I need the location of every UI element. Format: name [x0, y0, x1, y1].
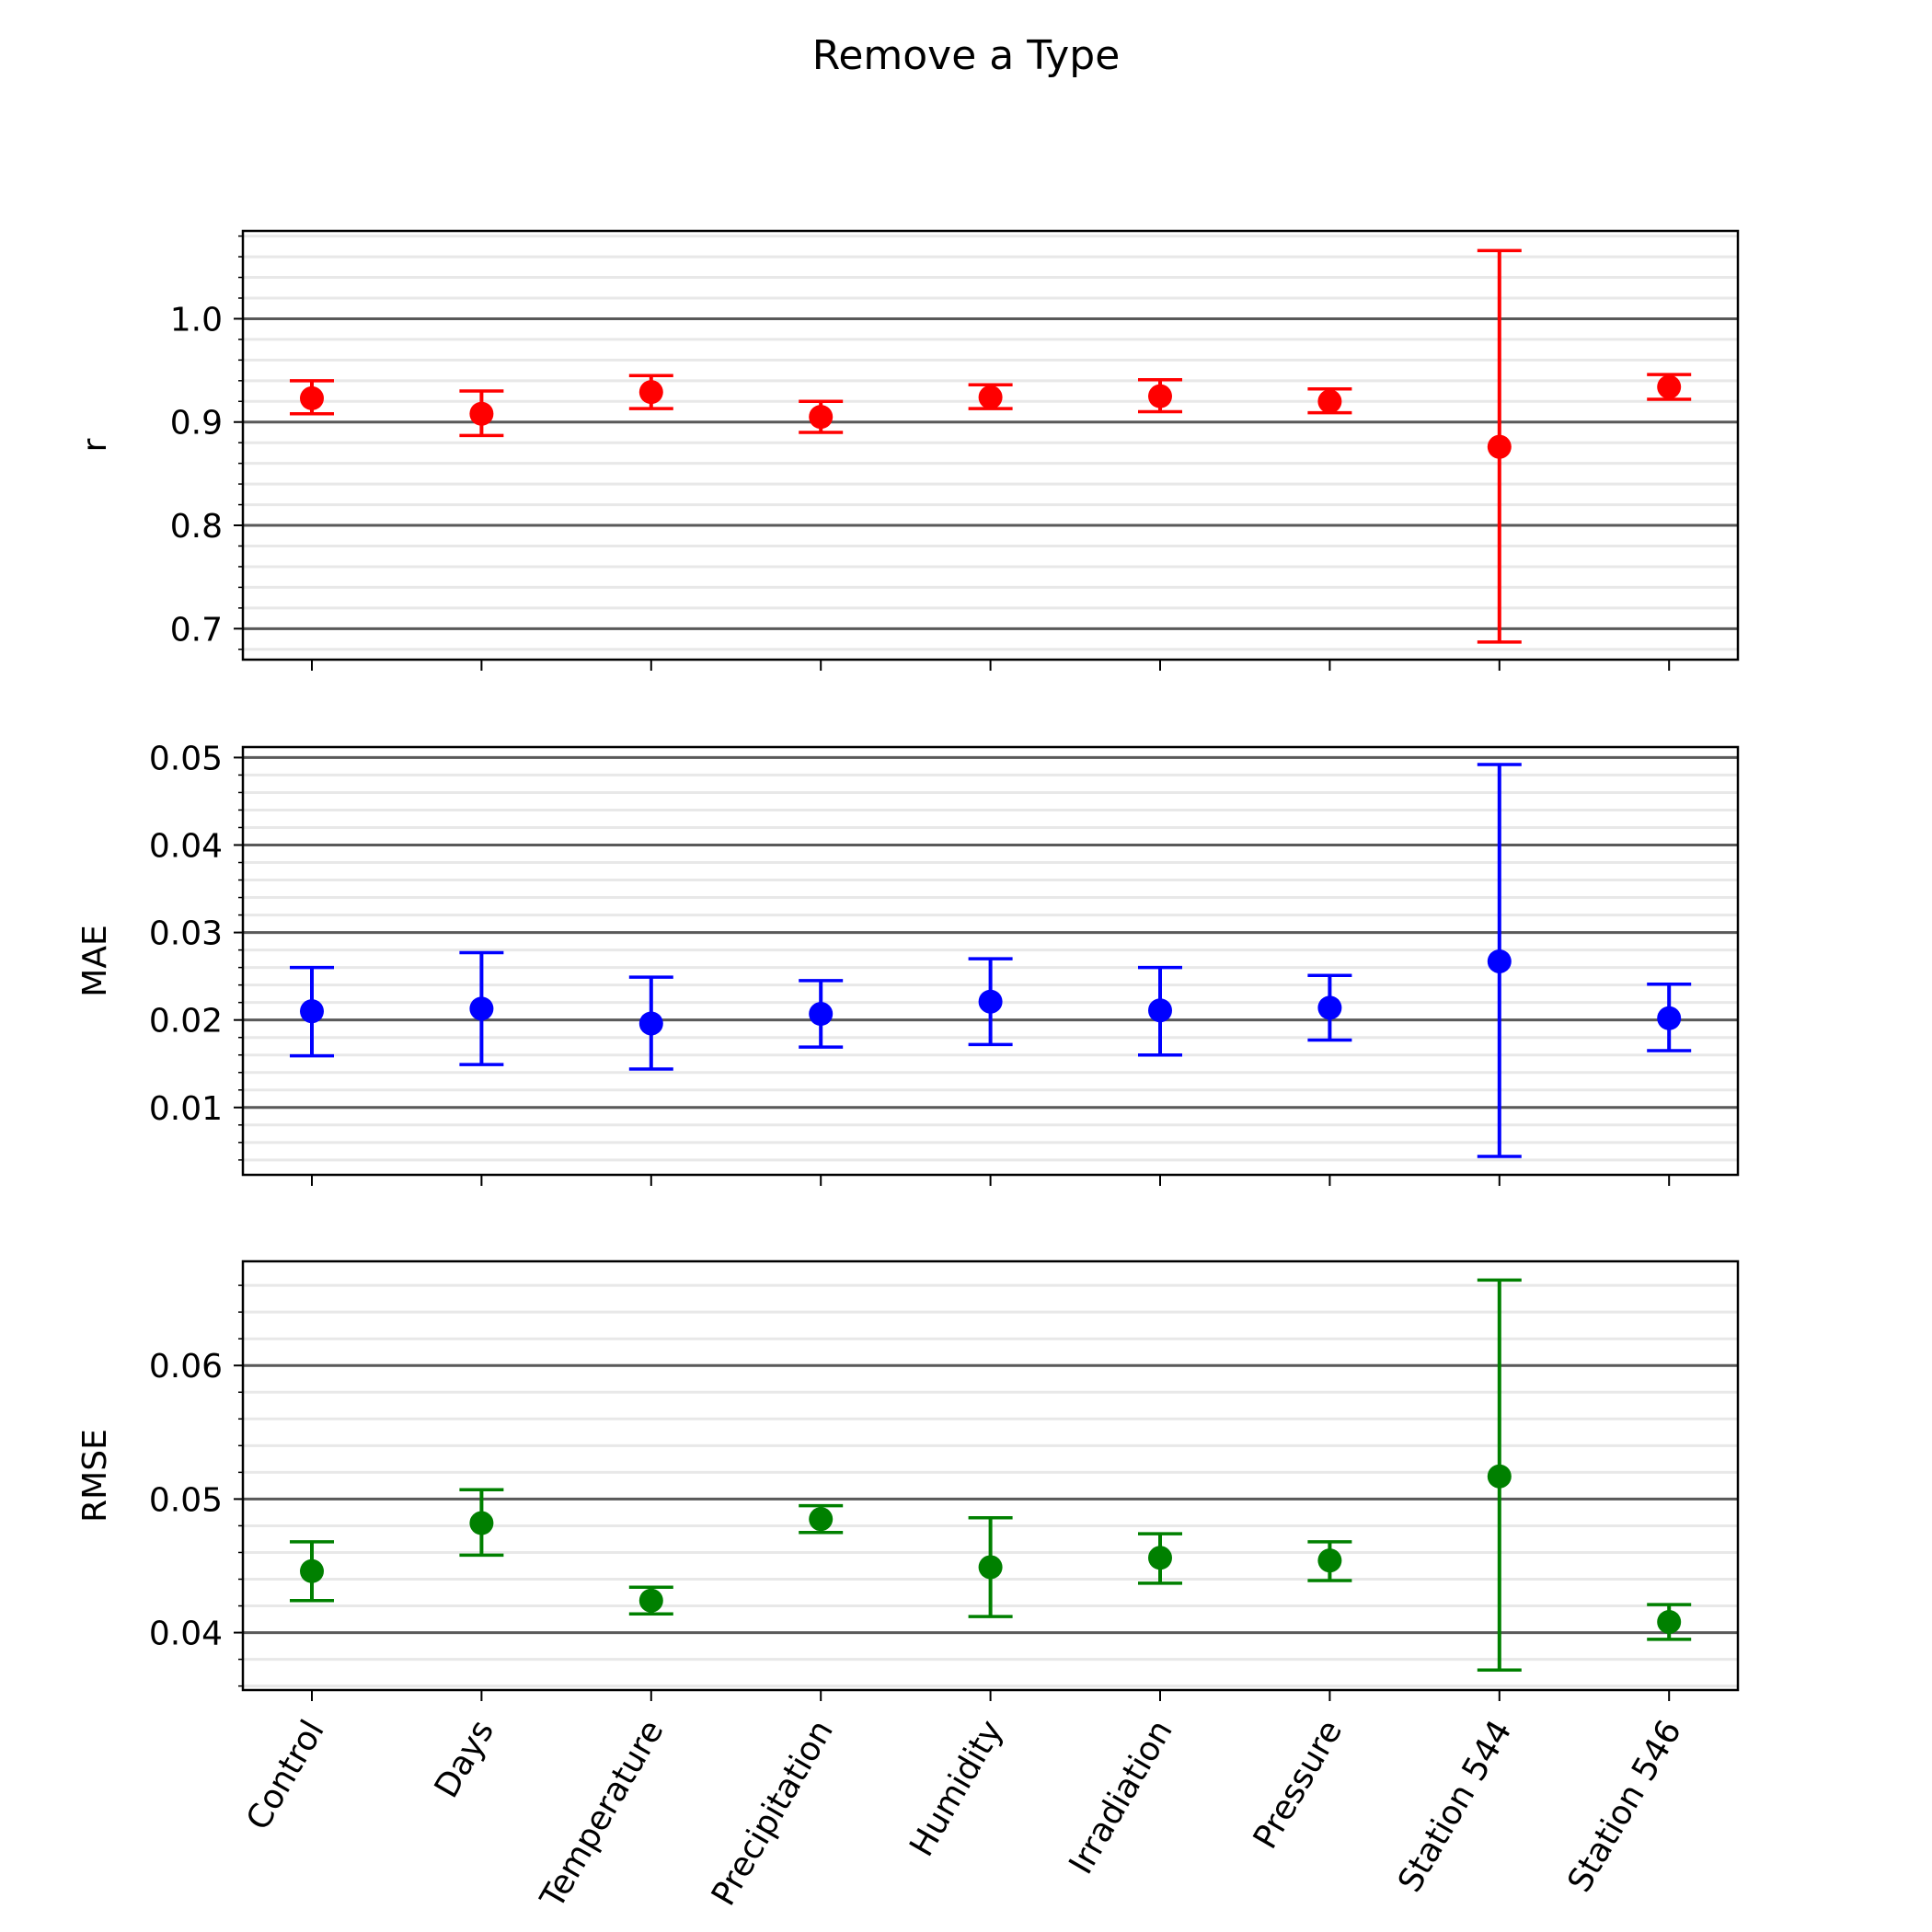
panel-mae: 0.01 0.02 0.03 0.04 0.05 MAE [76, 740, 1740, 1186]
data-point [1148, 998, 1172, 1023]
y-tick-label: 0.7 [170, 611, 223, 649]
y-tick-label: 0.05 [149, 740, 223, 777]
data-point [638, 380, 663, 405]
data-point [1317, 389, 1342, 414]
y-tick-label: 0.01 [149, 1090, 223, 1128]
data-point [809, 1507, 834, 1532]
y-tick-label: 0.9 [170, 405, 223, 443]
data-point [1148, 1546, 1172, 1570]
data-point [1657, 1609, 1682, 1634]
y-tick-label: 0.06 [149, 1348, 223, 1386]
x-tick-label: Station 546 [1560, 1714, 1689, 1899]
data-point [809, 1002, 834, 1027]
data-point [978, 989, 1003, 1014]
data-point [638, 1588, 663, 1613]
x-tick-label: Temperature [534, 1714, 672, 1915]
y-axis-label: r [76, 438, 114, 452]
data-point [1487, 434, 1512, 459]
data-point [300, 1558, 324, 1583]
x-tick-label: Days [428, 1714, 501, 1804]
data-point [978, 1555, 1003, 1580]
panels: 0.7 0.8 0.9 1.0 r 0.01 0.02 0.03 0.04 0.05 MAE 0.04… [76, 229, 1740, 1915]
x-tick-label: Pressure [1247, 1714, 1350, 1856]
x-tick-label: Precipitation [705, 1714, 841, 1912]
data-point [300, 385, 324, 410]
x-tick-label: Humidity [903, 1714, 1010, 1863]
x-tick-label: Station 544 [1391, 1714, 1520, 1899]
data-point [1148, 384, 1172, 408]
panel-r: 0.7 0.8 0.9 1.0 r [76, 229, 1740, 671]
y-tick-label: 0.04 [149, 1616, 223, 1653]
data-point [638, 1011, 663, 1036]
y-tick-label: 0.03 [149, 915, 223, 953]
chart-title: Remove a Type [812, 32, 1121, 79]
axes-frame [241, 1259, 1740, 1692]
data-point [300, 999, 324, 1024]
data-point [469, 996, 494, 1021]
y-axis-label: RMSE [76, 1429, 114, 1523]
y-tick-label: 0.02 [149, 1003, 223, 1041]
data-point [809, 405, 834, 430]
data-point [1487, 949, 1512, 973]
y-tick-label: 0.05 [149, 1481, 223, 1519]
data-point [469, 401, 494, 426]
panel-rmse: 0.04 0.05 0.06 RMSE [76, 1259, 1740, 1701]
data-point [1317, 995, 1342, 1020]
data-point [1317, 1548, 1342, 1573]
data-point [1657, 374, 1682, 399]
data-point [469, 1511, 494, 1535]
data-point [1487, 1464, 1512, 1489]
y-tick-label: 0.8 [170, 508, 223, 546]
axes-frame [241, 745, 1740, 1177]
x-tick-label: Control [239, 1714, 332, 1836]
axes-frame [241, 229, 1740, 661]
data-point [1657, 1006, 1682, 1030]
x-tick-label: Irradiation [1063, 1714, 1180, 1880]
y-tick-label: 1.0 [170, 301, 223, 339]
data-point [978, 385, 1003, 409]
y-axis-label: MAE [76, 925, 114, 996]
y-tick-label: 0.04 [149, 828, 223, 866]
